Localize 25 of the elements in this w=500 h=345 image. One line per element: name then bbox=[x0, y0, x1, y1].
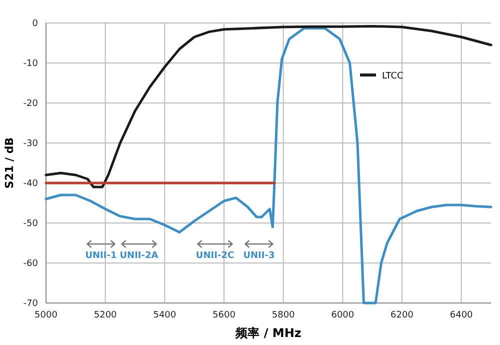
annotation: UNII-3 bbox=[243, 251, 275, 261]
annotation: UNII-1 bbox=[85, 251, 117, 261]
x-tick-label: 5200 bbox=[94, 310, 118, 320]
annotation: UNII-2A bbox=[120, 251, 158, 261]
x-tick-label: 5400 bbox=[153, 310, 176, 320]
y-tick-label: -40 bbox=[23, 178, 38, 189]
x-tick-label: 5600 bbox=[212, 310, 236, 320]
line-series bbox=[44, 24, 492, 188]
x-tick-label: 6000 bbox=[331, 310, 354, 320]
y-tick-label: -20 bbox=[23, 98, 38, 109]
y-tick-label: 0 bbox=[32, 18, 38, 29]
y-tick-label: -70 bbox=[23, 298, 38, 309]
x-tick-label: 6400 bbox=[450, 310, 474, 320]
x-tick-label: 5800 bbox=[272, 310, 296, 320]
y-tick-label: -50 bbox=[23, 218, 38, 229]
y-tick-label: -10 bbox=[23, 58, 38, 69]
line-series bbox=[44, 26, 492, 304]
annotation: UNII-2C bbox=[196, 251, 234, 261]
x-tick-label: 5000 bbox=[34, 310, 58, 320]
x-tick-label: 6200 bbox=[390, 310, 414, 320]
y-tick-label: -30 bbox=[23, 138, 38, 149]
legend-label: LTCC bbox=[382, 72, 404, 82]
x-axis-title: 频率 / MHz bbox=[234, 326, 302, 340]
y-tick-label: -60 bbox=[23, 258, 38, 269]
y-axis-title: S21 / dB bbox=[3, 137, 16, 189]
